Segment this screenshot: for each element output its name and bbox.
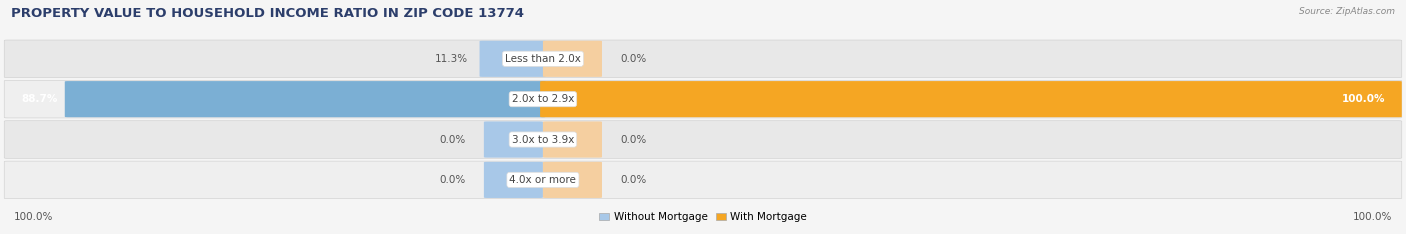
FancyBboxPatch shape: [543, 121, 602, 158]
Text: 88.7%: 88.7%: [21, 94, 58, 104]
Text: 0.0%: 0.0%: [620, 135, 647, 145]
Text: 0.0%: 0.0%: [439, 175, 465, 185]
FancyBboxPatch shape: [543, 162, 602, 198]
Text: 0.0%: 0.0%: [439, 135, 465, 145]
FancyBboxPatch shape: [4, 40, 1402, 77]
Text: 4.0x or more: 4.0x or more: [509, 175, 576, 185]
FancyBboxPatch shape: [543, 41, 602, 77]
Text: Less than 2.0x: Less than 2.0x: [505, 54, 581, 64]
FancyBboxPatch shape: [4, 121, 1402, 158]
FancyBboxPatch shape: [4, 80, 1402, 118]
Text: 0.0%: 0.0%: [620, 175, 647, 185]
Text: 3.0x to 3.9x: 3.0x to 3.9x: [512, 135, 574, 145]
FancyBboxPatch shape: [540, 81, 1402, 117]
FancyBboxPatch shape: [479, 41, 546, 77]
FancyBboxPatch shape: [4, 161, 1402, 199]
Text: 100.0%: 100.0%: [14, 212, 53, 222]
FancyBboxPatch shape: [484, 121, 543, 158]
Text: 11.3%: 11.3%: [436, 54, 468, 64]
Text: 100.0%: 100.0%: [1341, 94, 1385, 104]
Text: 100.0%: 100.0%: [1353, 212, 1392, 222]
Text: Source: ZipAtlas.com: Source: ZipAtlas.com: [1299, 7, 1395, 16]
Legend: Without Mortgage, With Mortgage: Without Mortgage, With Mortgage: [595, 208, 811, 227]
FancyBboxPatch shape: [65, 81, 546, 117]
FancyBboxPatch shape: [484, 162, 543, 198]
Text: 2.0x to 2.9x: 2.0x to 2.9x: [512, 94, 574, 104]
Text: 0.0%: 0.0%: [620, 54, 647, 64]
Text: PROPERTY VALUE TO HOUSEHOLD INCOME RATIO IN ZIP CODE 13774: PROPERTY VALUE TO HOUSEHOLD INCOME RATIO…: [11, 7, 524, 20]
